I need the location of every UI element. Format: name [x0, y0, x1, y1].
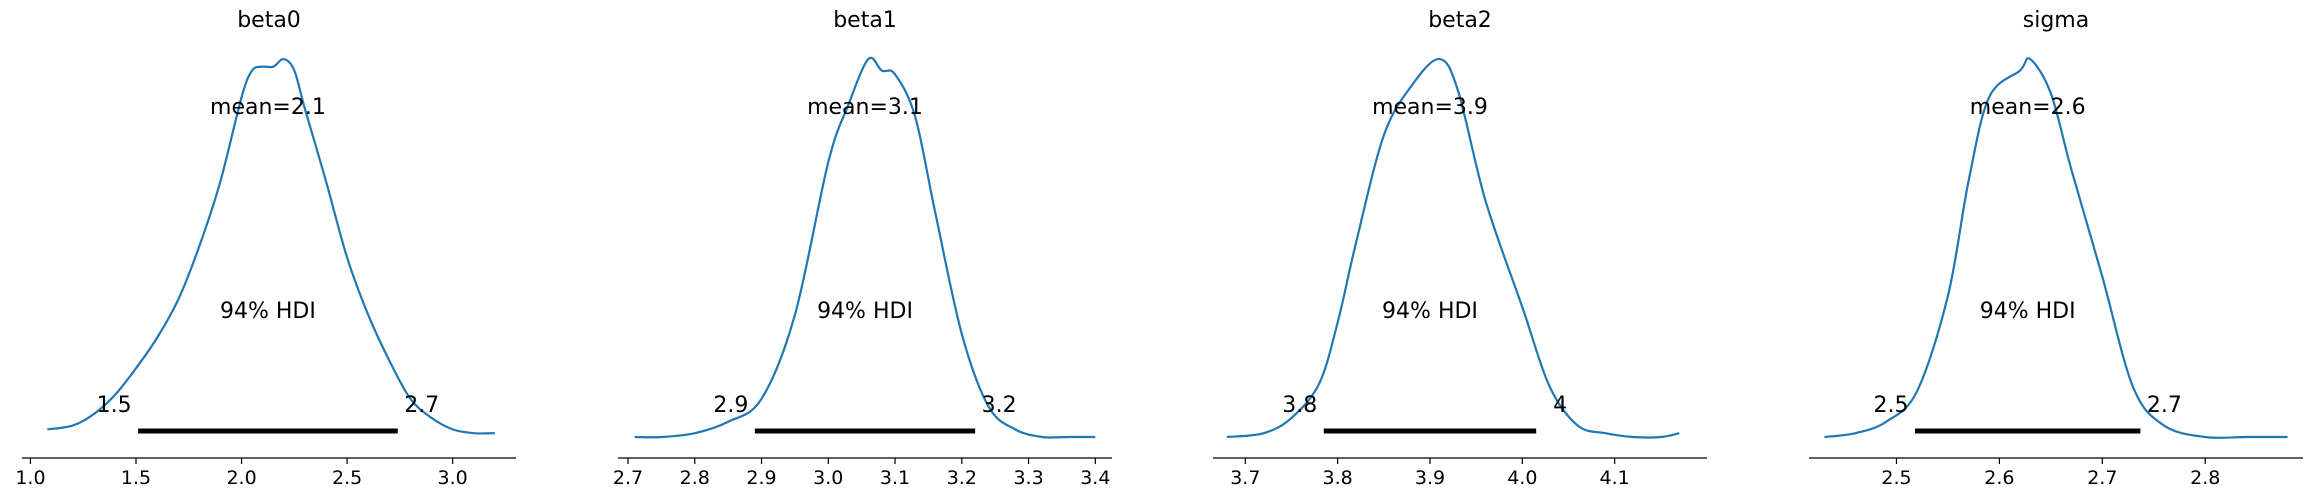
x-tick-label: 3.7	[1230, 467, 1260, 489]
density-curve	[1824, 57, 2288, 439]
hdi-high-label: 3.2	[982, 393, 1017, 418]
posterior-panel-beta0: beta0 mean=2.1 94% HDI 1.5 2.7 1.0 1.5 2.0 2.5 3.…	[15, 8, 516, 489]
x-tick-label: 2.8	[2190, 467, 2220, 489]
x-tick-label: 2.9	[746, 467, 776, 489]
hdi-low-label: 3.8	[1282, 393, 1317, 418]
x-tick-label: 2.5	[332, 467, 362, 489]
hdi-label: 94% HDI	[220, 299, 316, 324]
x-tick-label: 2.0	[226, 467, 256, 489]
x-tick-label: 3.8	[1323, 467, 1353, 489]
posterior-panel-beta2: beta2 mean=3.9 94% HDI 3.8 4 3.7 3.8 3.9 4.0 4.1	[1213, 8, 1707, 489]
panels: beta0 mean=2.1 94% HDI 1.5 2.7 1.0 1.5 2.0 2.5 3.…	[15, 8, 2303, 489]
x-tick-label: 2.8	[680, 467, 710, 489]
hdi-label: 94% HDI	[1382, 299, 1478, 324]
x-tick-label: 3.0	[813, 467, 843, 489]
mean-label: mean=2.1	[210, 95, 326, 120]
x-tick-label: 3.9	[1415, 467, 1445, 489]
hdi-high-label: 2.7	[2147, 393, 2182, 418]
x-tick-label: 2.6	[1984, 467, 2014, 489]
x-tick-label: 2.7	[613, 467, 643, 489]
hdi-low-label: 1.5	[97, 393, 132, 418]
density-curve	[1226, 57, 1680, 439]
density-curve	[634, 56, 1096, 439]
hdi-low-label: 2.5	[1874, 393, 1909, 418]
x-tick-label: 2.7	[2087, 467, 2117, 489]
hdi-high-label: 2.7	[404, 393, 439, 418]
hdi-high-label: 4	[1553, 393, 1567, 418]
mean-label: mean=2.6	[1970, 95, 2086, 120]
panel-title: beta1	[833, 8, 897, 33]
x-tick-label: 1.5	[121, 467, 151, 489]
panel-title: beta2	[1428, 8, 1492, 33]
x-tick-label: 1.0	[15, 467, 45, 489]
x-tick-label: 4.1	[1600, 467, 1630, 489]
panel-title: beta0	[237, 8, 301, 33]
hdi-label: 94% HDI	[1980, 299, 2076, 324]
posterior-panel-sigma: sigma mean=2.6 94% HDI 2.5 2.7 2.5 2.6 2.7 2.8	[1809, 8, 2303, 489]
x-tick-label: 3.1	[880, 467, 910, 489]
x-tick-label: 3.4	[1080, 467, 1110, 489]
x-tick-label: 3.0	[438, 467, 468, 489]
x-tick-label: 3.2	[947, 467, 977, 489]
posterior-panel-beta1: beta1 mean=3.1 94% HDI 2.9 3.2 2.7 2.8 2.9 3.0 3.…	[613, 8, 1112, 489]
mean-label: mean=3.9	[1372, 95, 1488, 120]
density-curve	[47, 57, 495, 435]
x-tick-label: 4.0	[1507, 467, 1537, 489]
x-tick-label: 2.5	[1881, 467, 1911, 489]
hdi-low-label: 2.9	[713, 393, 748, 418]
x-tick-label: 3.3	[1013, 467, 1043, 489]
panel-title: sigma	[2023, 8, 2089, 33]
hdi-label: 94% HDI	[817, 299, 913, 324]
mean-label: mean=3.1	[807, 95, 923, 120]
